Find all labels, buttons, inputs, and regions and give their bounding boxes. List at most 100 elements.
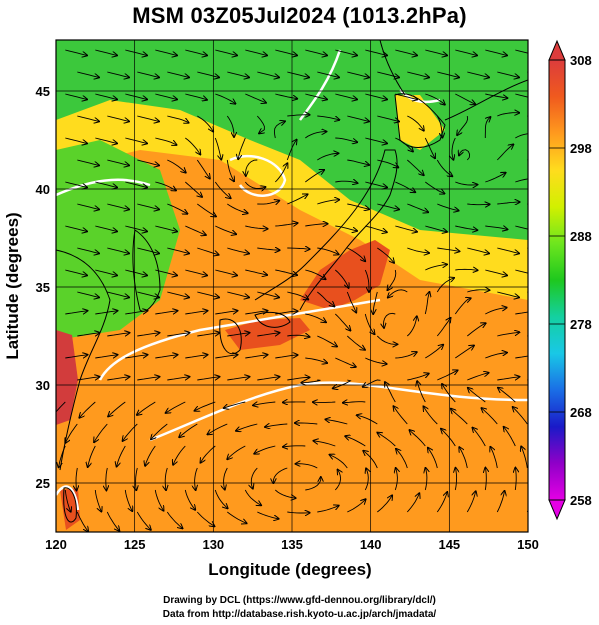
streamline-arrow (108, 401, 126, 416)
streamline-arrow (335, 269, 348, 288)
streamline-arrow (527, 291, 528, 293)
streamline-arrow (317, 506, 338, 513)
streamline-arrow (365, 49, 387, 55)
streamline-arrow (317, 115, 339, 120)
streamline-arrow (347, 115, 369, 121)
streamline-arrow (452, 137, 456, 160)
streamline-arrow (515, 311, 528, 315)
streamline-arrow (365, 225, 387, 232)
streamline-arrow (197, 291, 219, 297)
streamline-arrow (137, 377, 159, 380)
streamline-arrow (214, 181, 230, 198)
coastline-kurils (444, 79, 528, 121)
colorbar-tick-label: 288 (570, 229, 592, 244)
streamline-arrow (185, 137, 200, 154)
streamline-arrow (482, 408, 498, 425)
streamline-arrow (455, 225, 477, 230)
streamline-arrow (436, 115, 442, 138)
streamline-arrow (287, 377, 309, 380)
streamline-arrow (95, 269, 117, 275)
streamline-arrow (245, 93, 266, 103)
streamline-arrow (273, 121, 285, 139)
streamline-arrow (473, 428, 486, 447)
streamline-arrow (215, 311, 237, 314)
streamline-arrow (201, 445, 216, 463)
streamline-arrow (504, 427, 516, 447)
streamline-arrow (275, 311, 297, 315)
streamline-arrow (497, 71, 519, 77)
streamline-arrow (94, 423, 108, 442)
streamline-arrow (317, 200, 339, 205)
streamline-arrow (253, 402, 276, 405)
streamline-arrow (76, 467, 77, 490)
streamline-arrow (95, 93, 117, 99)
streamline-arrow (197, 333, 219, 336)
streamline-arrow (283, 446, 306, 447)
streamline-arrow (436, 318, 450, 337)
streamline-arrow (151, 423, 168, 439)
streamline-arrow (125, 93, 147, 99)
streamline-arrow (137, 247, 159, 253)
streamline-arrow (455, 181, 477, 185)
streamline-arrow (365, 93, 387, 99)
streamline-arrow (167, 377, 189, 380)
streamline-arrow (167, 71, 189, 77)
streamline-arrow (347, 499, 365, 513)
streamline-arrow (305, 132, 326, 139)
streamline-arrow (424, 406, 438, 425)
streamline-arrow (407, 203, 428, 212)
streamline-arrow (287, 248, 309, 249)
streamline-arrow (251, 467, 258, 489)
streamline-arrow (467, 323, 485, 337)
streamline-arrow (184, 489, 195, 510)
streamline-arrow (357, 415, 378, 425)
colorbar-max-arrow (548, 39, 566, 61)
streamline-arrow (330, 455, 348, 469)
streamline-arrow (377, 247, 394, 263)
streamline-arrow (364, 269, 369, 292)
streamline-arrow (257, 291, 279, 297)
streamline-arrow (226, 115, 234, 137)
wind-streamlines (56, 49, 528, 532)
streamline-arrow (515, 355, 528, 359)
streamline-arrow (77, 247, 99, 253)
streamline-arrow (455, 346, 474, 359)
streamline-arrow (287, 512, 309, 513)
streamline-arrow (167, 159, 185, 173)
streamline-arrow (167, 247, 189, 253)
streamline-arrow (167, 291, 189, 297)
streamline-arrow (395, 137, 413, 152)
streamline-arrow (125, 181, 147, 187)
streamline-arrow (515, 269, 528, 274)
streamline-arrow (437, 71, 459, 77)
y-tick-label: 40 (36, 182, 50, 197)
colorbar-tick-label: 298 (570, 141, 592, 156)
streamline-arrow (273, 467, 288, 483)
streamline-arrow (65, 311, 87, 314)
streamline-arrow (305, 313, 326, 322)
streamline-arrow (424, 137, 435, 158)
streamline-arrow (208, 423, 228, 434)
streamline-arrow (79, 401, 96, 418)
streamline-arrow (377, 71, 399, 77)
streamline-arrow (335, 49, 357, 55)
streamline-arrow (95, 49, 117, 55)
x-tick-label: 125 (124, 537, 146, 552)
streamline-arrow (441, 429, 456, 447)
streamline-arrow (287, 335, 309, 337)
streamline-arrow (527, 247, 528, 249)
streamline-arrow (215, 269, 237, 275)
streamline-arrow (515, 49, 528, 54)
streamline-arrow (196, 511, 214, 526)
streamline-arrow (467, 247, 489, 253)
streamline-arrow (407, 247, 429, 253)
streamline-arrow (305, 357, 327, 363)
streamline-arrow (125, 269, 147, 275)
streamline-arrow (467, 290, 489, 292)
streamline-arrow (166, 401, 186, 413)
streamline-arrow (343, 402, 366, 403)
streamline-arrow (77, 291, 99, 297)
streamline-arrow (76, 511, 88, 532)
mild-land-east (395, 95, 445, 150)
streamline-arrow (107, 377, 129, 380)
